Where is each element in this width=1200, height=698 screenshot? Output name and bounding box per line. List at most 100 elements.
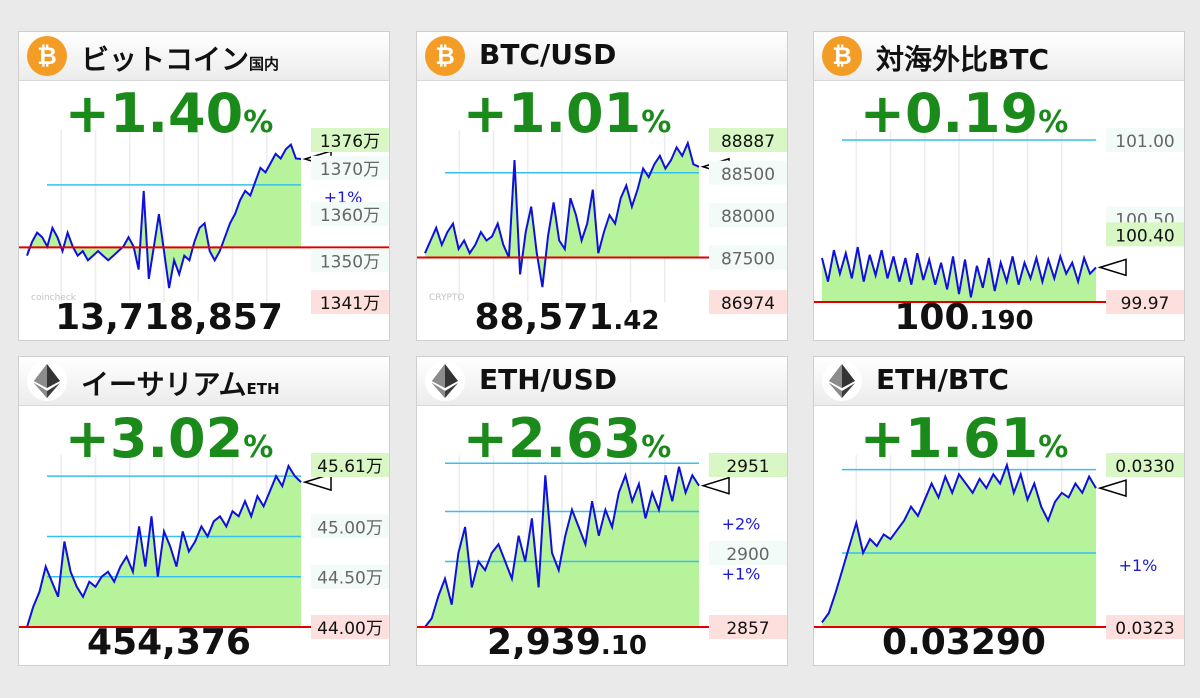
y-tick-label: 44.00万: [317, 619, 383, 639]
ethereum-icon: [27, 361, 67, 401]
change-unit: %: [641, 105, 672, 140]
card-title-main: ETH/USD: [479, 363, 618, 396]
band-label: +2%: [722, 515, 761, 534]
ethereum-icon: [822, 361, 862, 401]
watermark-text: CRYPTO: [429, 293, 464, 303]
y-tick-bg: [311, 248, 389, 273]
y-tick-bg: [1106, 222, 1184, 247]
bitcoin-icon: ₿: [822, 36, 862, 76]
y-tick-bg: [1106, 615, 1184, 639]
ticker-card-btc-usd[interactable]: ₿ BTC/USD CRYPTO 88887 88500 88000 87500 86974 +…: [416, 31, 788, 341]
change-unit: %: [243, 105, 274, 140]
area-fill: [425, 143, 699, 288]
y-tick-label: 88887: [721, 132, 775, 152]
change-percent: +1.61%: [814, 407, 1114, 470]
y-tick-label: 88000: [721, 207, 775, 227]
y-tick-label: 0.0330: [1115, 457, 1174, 477]
y-tick-label: 100.40: [1115, 226, 1174, 246]
change-percent: +1.40%: [19, 82, 319, 145]
y-tick-bg: [311, 290, 389, 314]
y-tick-label: 87500: [721, 249, 775, 269]
y-tick-bg: [1106, 290, 1184, 314]
card-title-main: 対海外比BTC: [876, 43, 1049, 76]
price-integer: 100: [894, 297, 970, 338]
y-tick-label: 2951: [726, 457, 769, 477]
area-fill: [822, 465, 1096, 627]
change-value: +1.61: [859, 407, 1039, 470]
current-price-marker: [1097, 479, 1127, 498]
y-tick-bg: [709, 290, 787, 314]
card-title-main: ETH/BTC: [876, 363, 1009, 396]
ticker-card-eth-btc[interactable]: ETH/BTCCAPITALCOM+1%0.03300.0323+1.61%0.…: [813, 356, 1185, 666]
current-price: 100.190: [814, 297, 1114, 338]
card-title-main: BTC/USD: [479, 38, 617, 71]
bitcoin-icon: ₿: [425, 36, 465, 76]
change-percent: +3.02%: [19, 407, 319, 470]
change-unit: %: [641, 430, 672, 465]
change-value: +3.02: [64, 407, 244, 470]
change-unit: %: [1038, 105, 1069, 140]
area-fill: [425, 466, 699, 627]
card-title: 対海外比BTC: [876, 38, 1049, 78]
current-price-marker: [1097, 258, 1127, 277]
card-title: ビットコイン国内: [81, 38, 279, 78]
y-tick-label: 2857: [726, 619, 769, 639]
ticker-card-btc-premium[interactable]: ₿ 対海外比BTC 101.00 100.50 100.40 99.97 +0.19% 100…: [813, 31, 1185, 341]
y-tick-label: 45.00万: [317, 518, 383, 538]
price-chart: CRYPTO 88887 88500 88000 87500 86974: [417, 128, 787, 314]
y-tick-bg: [1106, 453, 1184, 477]
price-integer: 88,571: [474, 297, 614, 338]
card-title: イーサリアムETH: [81, 363, 280, 403]
card-header: ₿ ビットコイン国内: [19, 32, 389, 81]
change-percent: +0.19%: [814, 82, 1114, 145]
change-percent: +2.63%: [417, 407, 717, 470]
y-tick-bg: [709, 453, 787, 477]
card-title: BTC/USD: [479, 38, 616, 71]
current-price: 454,376: [19, 622, 319, 663]
ethereum-icon: [425, 361, 465, 401]
y-tick-bg: [1106, 128, 1184, 152]
card-header: イーサリアムETH: [19, 357, 389, 406]
card-header: ETH/BTC: [814, 357, 1184, 406]
y-tick-bg: [709, 615, 787, 639]
card-title: ETH/BTC: [876, 363, 1009, 396]
card-title-main: ビットコイン: [81, 43, 250, 76]
ticker-card-eth-usd[interactable]: ETH/USDCRYPTO+2%+1%295129002857+2.63%2,9…: [416, 356, 788, 666]
current-price: 88,571.42: [417, 297, 717, 338]
y-tick-bg: [311, 615, 389, 639]
y-tick-label: 99.97: [1121, 294, 1170, 314]
change-value: +1.40: [64, 82, 244, 145]
card-header: ETH/USD: [417, 357, 787, 406]
y-tick-bg: [311, 564, 389, 589]
y-tick-label: 86974: [721, 294, 775, 314]
y-tick-label: 2900: [726, 545, 769, 565]
current-price: 13,718,857: [19, 297, 319, 338]
y-tick-label: 1370万: [320, 160, 380, 180]
y-tick-bg: [311, 514, 389, 539]
price-line: [821, 246, 1097, 298]
ticker-card-eth-jpy[interactable]: イーサリアムETHCRYPTO45.61万45.00万44.50万44.00万+…: [18, 356, 390, 666]
price-decimal: .190: [969, 306, 1034, 336]
card-title-main: イーサリアム: [81, 368, 247, 401]
current-price-marker: [302, 473, 332, 492]
bitcoin-icon: ₿: [27, 36, 67, 76]
y-tick-label: 101.00: [1115, 132, 1174, 152]
y-tick-bg: [709, 540, 787, 565]
current-price: 2,939.10: [417, 622, 717, 663]
change-unit: %: [243, 430, 274, 465]
y-tick-label: 1350万: [320, 252, 380, 272]
price-integer: 2,939: [487, 622, 601, 663]
ticker-card-btc-jpy[interactable]: ₿ ビットコイン国内 coincheck +1% 1376万 1370万 1360万 1350…: [18, 31, 390, 341]
y-tick-bg: [311, 128, 389, 152]
price-line: [26, 463, 302, 628]
change-unit: %: [1038, 430, 1069, 465]
price-line: [424, 140, 700, 288]
change-percent: +1.01%: [417, 82, 717, 145]
y-tick-label: 0.0323: [1115, 619, 1174, 639]
y-tick-bg: [311, 155, 389, 180]
card-title-sub: 国内: [249, 55, 280, 73]
y-tick-label: 45.61万: [317, 457, 383, 477]
